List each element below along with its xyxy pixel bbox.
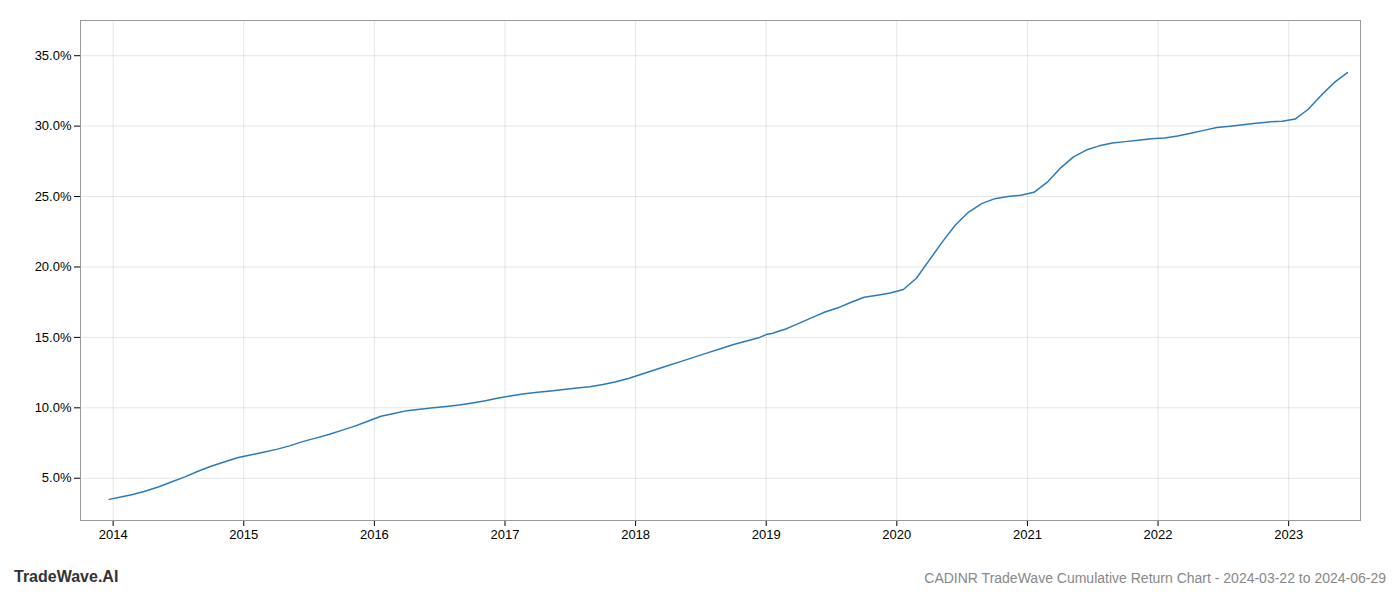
svg-text:5.0%: 5.0% [42, 470, 72, 485]
svg-text:2018: 2018 [621, 527, 650, 542]
svg-text:2016: 2016 [360, 527, 389, 542]
svg-text:2022: 2022 [1144, 527, 1173, 542]
svg-text:10.0%: 10.0% [35, 400, 72, 415]
html-text:CADINR TradeWave Cumulative Re: CADINR TradeWave Cumulative Return Chart… [924, 570, 1386, 586]
svg-text:20.0%: 20.0% [35, 259, 72, 274]
svg-text:15.0%: 15.0% [35, 330, 72, 345]
svg-text:2021: 2021 [1013, 527, 1042, 542]
svg-text:2014: 2014 [99, 527, 128, 542]
svg-text:2019: 2019 [752, 527, 781, 542]
svg-text:2015: 2015 [229, 527, 258, 542]
svg-text:25.0%: 25.0% [35, 189, 72, 204]
svg-text:2023: 2023 [1274, 527, 1303, 542]
svg-text:35.0%: 35.0% [35, 48, 72, 63]
svg-text:2020: 2020 [882, 527, 911, 542]
svg-text:2017: 2017 [491, 527, 520, 542]
svg-text:30.0%: 30.0% [35, 118, 72, 133]
html-text:TradeWave.AI: TradeWave.AI [14, 568, 119, 585]
